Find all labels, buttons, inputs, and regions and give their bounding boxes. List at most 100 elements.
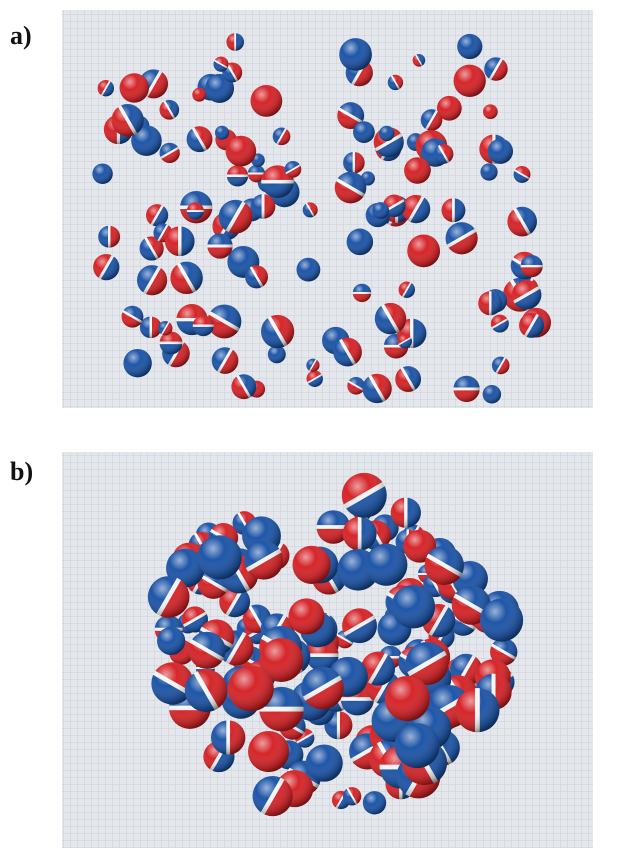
sphere: [251, 194, 276, 219]
sphere: [285, 161, 302, 178]
sphere: [187, 126, 213, 152]
sphere: [158, 321, 172, 335]
sphere: [492, 357, 510, 375]
sphere: [157, 627, 185, 655]
sphere: [434, 144, 454, 164]
sphere: [457, 34, 482, 59]
sphere: [483, 104, 498, 119]
sphere: [342, 473, 387, 518]
sphere: [398, 334, 412, 348]
sphere: [250, 85, 282, 117]
sphere: [211, 720, 245, 754]
sphere: [512, 280, 542, 310]
sphere: [226, 136, 257, 167]
sphere: [159, 100, 179, 120]
sphere: [98, 226, 120, 248]
panel-label: a): [10, 21, 32, 50]
sphere: [120, 73, 149, 102]
sphere: [165, 226, 195, 256]
sphere: [213, 57, 228, 72]
sphere: [193, 315, 214, 336]
sphere: [228, 665, 274, 711]
sphere: [385, 676, 430, 721]
sphere: [296, 258, 320, 282]
sphere: [425, 546, 464, 585]
sphere: [244, 541, 283, 580]
sphere: [483, 385, 502, 404]
sphere: [455, 688, 499, 732]
sphere: [160, 143, 180, 163]
sphere: [347, 377, 365, 395]
sphere: [402, 195, 430, 223]
sphere: [379, 126, 394, 141]
sphere: [442, 198, 466, 222]
sphere: [335, 172, 367, 204]
sphere: [192, 88, 206, 102]
sphere: [307, 371, 323, 387]
sphere: [514, 166, 531, 183]
sphere: [93, 254, 119, 280]
sphere: [362, 374, 391, 403]
sphere: [484, 57, 507, 80]
sphere: [519, 313, 544, 338]
sphere: [188, 632, 225, 669]
sphere: [226, 33, 244, 51]
sphere: [231, 374, 256, 399]
figure: a) b): [0, 0, 621, 848]
sphere: [343, 152, 365, 174]
sphere: [292, 546, 330, 584]
sphere: [363, 791, 386, 814]
sphere: [245, 265, 268, 288]
sphere: [112, 104, 144, 136]
sphere: [421, 109, 443, 131]
sphere: [253, 776, 293, 816]
sphere: [248, 731, 289, 772]
sphere: [170, 262, 202, 294]
sphere: [339, 38, 372, 71]
sphere: [507, 207, 537, 237]
sphere: [399, 282, 415, 298]
page: a) b) (() => { const data = JSON.parse(d…: [0, 0, 621, 848]
sphere: [148, 576, 190, 618]
sphere: [480, 599, 523, 642]
sphere: [219, 200, 253, 234]
sphere: [392, 585, 435, 628]
sphere: [137, 265, 167, 295]
sphere: [454, 65, 486, 97]
sphere: [453, 376, 479, 402]
sphere: [198, 535, 242, 579]
sphere: [446, 222, 478, 254]
sphere: [185, 669, 228, 712]
sphere: [343, 517, 377, 551]
sphere: [215, 126, 229, 140]
sphere: [395, 366, 421, 392]
sphere: [391, 498, 421, 528]
sphere: [123, 349, 151, 377]
sphere: [303, 202, 318, 217]
sphere: [306, 359, 319, 372]
sphere: [92, 164, 112, 184]
sphere: [342, 608, 377, 643]
sphere: [306, 744, 343, 781]
sphere: [375, 303, 406, 334]
sphere: [407, 234, 440, 267]
sphere: [353, 284, 371, 302]
sphere: [343, 787, 361, 805]
sphere: [353, 121, 375, 143]
sphere: [98, 80, 114, 96]
sphere: [388, 75, 403, 90]
sphere: [488, 139, 513, 164]
sphere: [261, 315, 294, 348]
sphere: [333, 338, 362, 367]
panel-label: b): [10, 457, 33, 486]
sphere: [404, 157, 431, 184]
sphere: [372, 202, 389, 219]
sphere: [227, 165, 248, 186]
sphere: [347, 229, 374, 256]
sphere: [288, 598, 324, 634]
sphere: [413, 54, 426, 67]
sphere: [395, 723, 440, 768]
sphere: [207, 233, 232, 258]
sphere: [480, 163, 497, 180]
sphere: [187, 202, 204, 219]
